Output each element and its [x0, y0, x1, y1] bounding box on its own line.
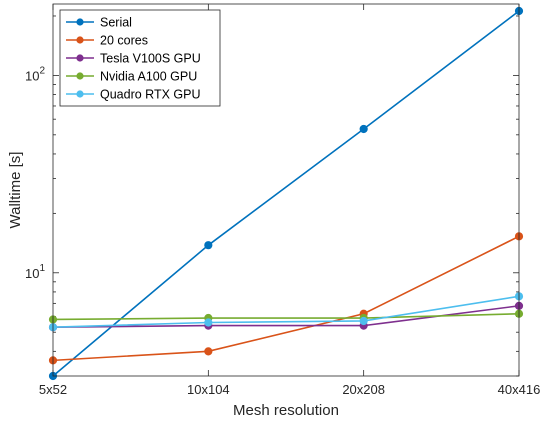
y-tick-label: 102: [25, 65, 45, 83]
y-tick-label-base: 10: [25, 266, 39, 281]
legend: Serial 20 cores Tesla V100S GPU Nvidia A100…: [59, 9, 221, 107]
legend-item: 20 cores: [66, 34, 148, 48]
legend-label: Quadro RTX GPU: [100, 88, 201, 102]
plot-frame: [52, 3, 520, 377]
x-tick-label: 20x208: [342, 382, 385, 397]
series-line: [52, 295, 520, 329]
legend-item: Tesla V100S GPU: [66, 52, 201, 66]
data-point: [204, 318, 213, 327]
legend-marker: [76, 54, 84, 62]
legend-item: Serial: [66, 16, 132, 30]
legend-label: Serial: [100, 16, 132, 30]
series-layer: [48, 6, 524, 381]
legend-label: Nvidia A100 GPU: [100, 70, 197, 84]
legend-marker: [76, 18, 84, 26]
data-point: [204, 241, 213, 250]
legend-marker: [76, 90, 84, 98]
y-tick-label-exponent: 1: [39, 263, 45, 274]
series-line: [52, 235, 520, 362]
legend-label: Tesla V100S GPU: [100, 52, 201, 66]
x-axis-label: Mesh resolution: [233, 402, 339, 419]
data-point: [204, 347, 213, 356]
legend-label: 20 cores: [100, 34, 148, 48]
series-line: [52, 312, 520, 321]
x-tick-label: 40x416: [498, 382, 541, 397]
y-axis-label: Walltime [s]: [7, 152, 24, 229]
legend-marker: [76, 36, 84, 44]
data-point: [359, 124, 368, 134]
y-tick-label-base: 10: [25, 68, 39, 83]
legend-item: Nvidia A100 GPU: [66, 70, 197, 84]
x-tick-label: 5x52: [39, 382, 67, 397]
legend-item: Quadro RTX GPU: [66, 88, 201, 102]
x-tick-label: 10x104: [187, 382, 230, 397]
legend-marker: [76, 72, 84, 80]
x-tick-labels: 5x52 10x104 20x208 40x416: [39, 382, 540, 397]
series-line: [52, 10, 520, 377]
y-tick-label: 101: [25, 263, 45, 281]
data-point: [359, 316, 368, 326]
y-tick-label-exponent: 2: [39, 65, 45, 76]
